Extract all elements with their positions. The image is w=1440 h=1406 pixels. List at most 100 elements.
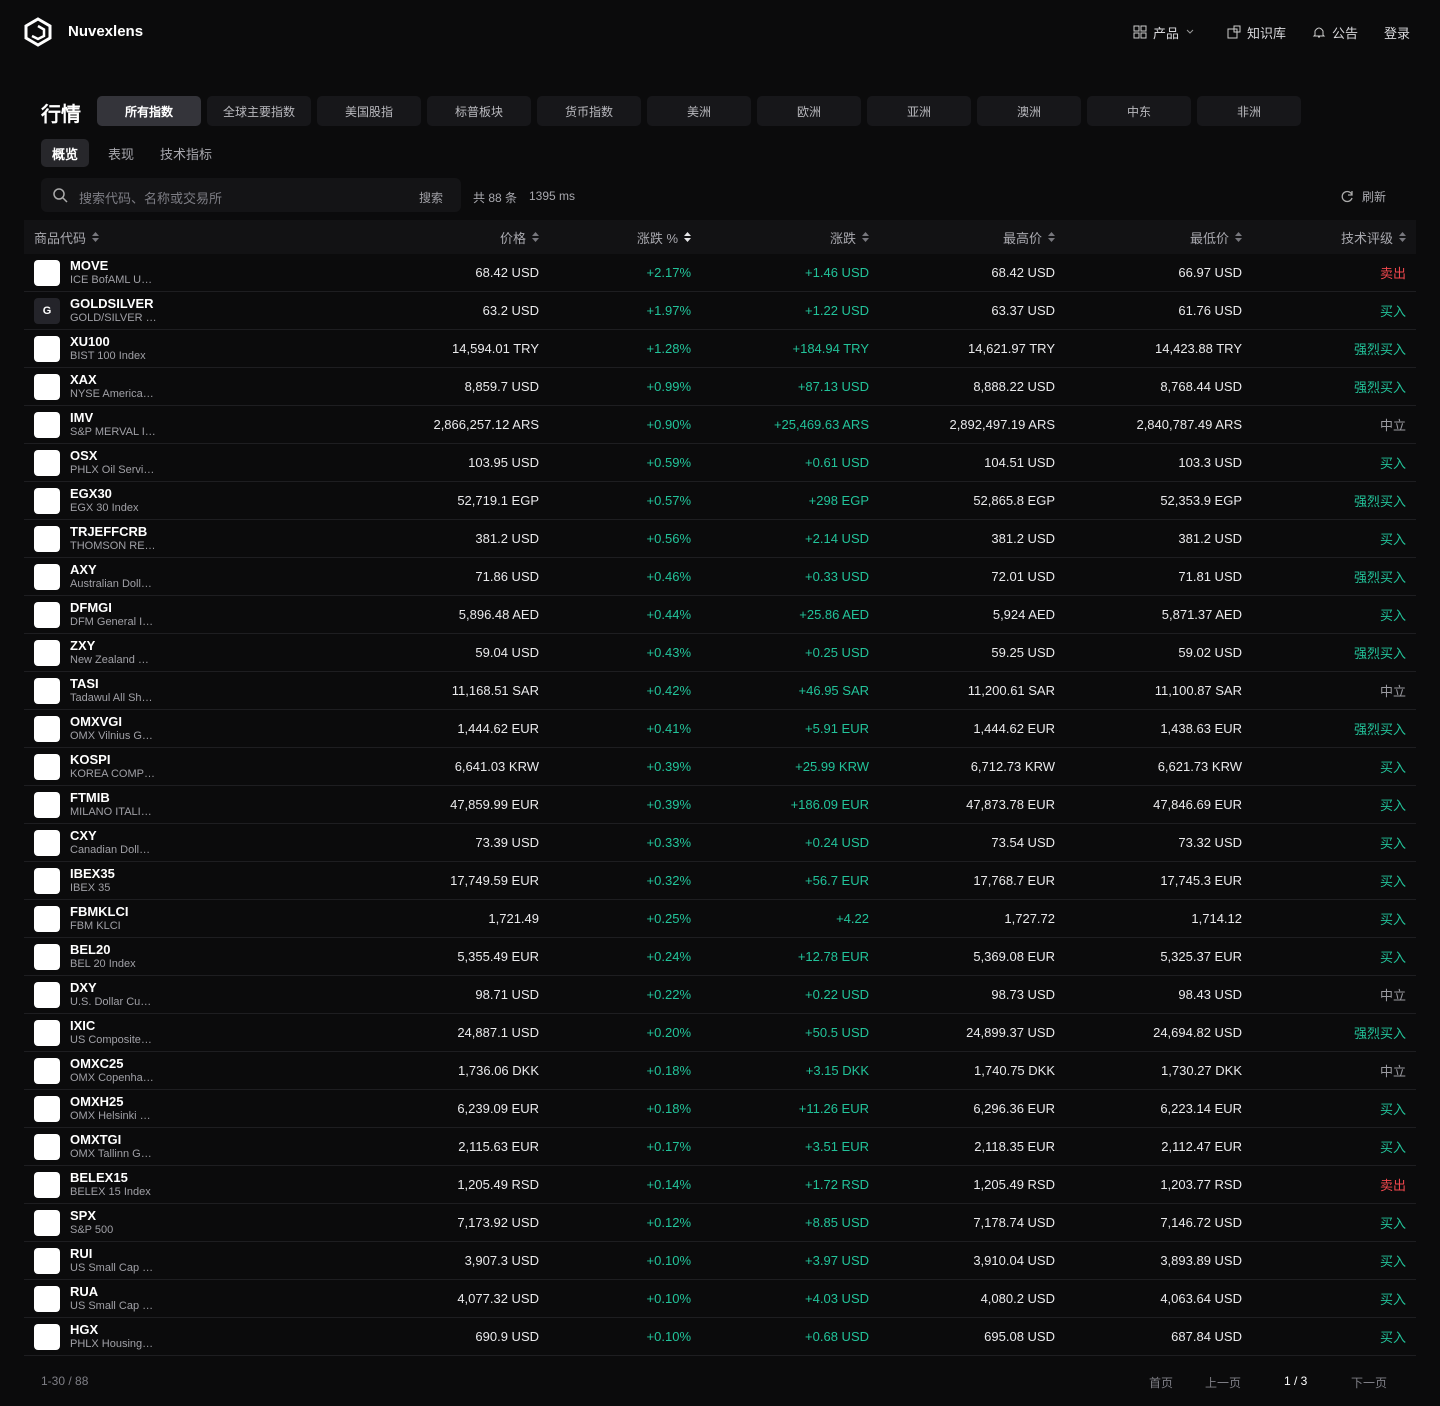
symbol-name: ICE BofAML U… <box>70 273 153 286</box>
table-row[interactable]: ZXY New Zealand … 59.04 USD +0.43% +0.25 USD… <box>24 634 1416 672</box>
symbol-cell: OSX PHLX Oil Servi… <box>24 448 324 478</box>
tab[interactable]: 非洲 <box>1197 96 1301 126</box>
low: 1,438.63 EUR <box>1160 721 1242 736</box>
column-header[interactable]: 涨跌 % <box>539 228 691 247</box>
sub-tab[interactable]: 表现 <box>108 146 135 162</box>
table-row[interactable]: TRJEFFCRB THOMSON RE… 381.2 USD +0.56% +2.14… <box>24 520 1416 558</box>
tab[interactable]: 全球主要指数 <box>207 96 311 126</box>
column-header[interactable]: 涨跌 <box>691 228 869 247</box>
symbol-code: DFMGI <box>70 599 112 615</box>
symbol-icon <box>34 943 60 970</box>
rating: 买入 <box>1379 912 1406 927</box>
symbol-icon <box>34 753 60 780</box>
table-row[interactable]: DXY U.S. Dollar Cu… 98.71 USD +0.22% +0.22 U… <box>24 976 1416 1014</box>
table-row[interactable]: AXY Australian Doll… 71.86 USD +0.46% +0.33 … <box>24 558 1416 596</box>
next-page[interactable]: 下一页 <box>1351 1376 1388 1390</box>
table-row[interactable]: XU100 BIST 100 Index 14,594.01 TRY +1.28% +1… <box>24 330 1416 368</box>
price: 103.95 USD <box>468 455 539 470</box>
refresh-button[interactable]: 刷新 <box>1341 188 1386 205</box>
rating: 强烈买入 <box>1353 646 1406 661</box>
rating: 买入 <box>1379 1254 1406 1269</box>
table-row[interactable]: TASI Tadawul All Sh… 11,168.51 SAR +0.42% +4… <box>24 672 1416 710</box>
rating: 买入 <box>1379 760 1406 775</box>
column-header[interactable]: 价格 <box>324 228 539 247</box>
table-row[interactable]: FTMIB MILANO ITALI… 47,859.99 EUR +0.39% +18… <box>24 786 1416 824</box>
table-row[interactable]: OMXC25 OMX Copenha… 1,736.06 DKK +0.18% +3.1… <box>24 1052 1416 1090</box>
table-row[interactable]: MOVE ICE BofAML U… 68.42 USD +2.17% +1.46 US… <box>24 254 1416 292</box>
table-row[interactable]: IMV S&P MERVAL I… 2,866,257.12 ARS +0.90% +2… <box>24 406 1416 444</box>
table-row[interactable]: OMXTGI OMX Tallinn G… 2,115.63 EUR +0.17% +3… <box>24 1128 1416 1166</box>
high: 24,899.37 USD <box>966 1025 1055 1040</box>
table-row[interactable]: XAX NYSE America… 8,859.7 USD +0.99% +87.13 … <box>24 368 1416 406</box>
column-header[interactable]: 最高价 <box>869 228 1055 247</box>
change-percent: +0.14% <box>646 1177 691 1192</box>
prev-page[interactable]: 上一页 <box>1205 1376 1242 1390</box>
symbol-code: HGX <box>70 1321 99 1337</box>
symbol-text: HGX PHLX Housing… <box>70 1322 153 1352</box>
column-header[interactable]: 商品代码 <box>24 228 324 247</box>
table-row[interactable]: RUI US Small Cap … 3,907.3 USD +0.10% +3.97 … <box>24 1242 1416 1280</box>
high: 1,727.72 <box>1004 911 1055 926</box>
sub-tab[interactable]: 技术指标 <box>160 146 213 162</box>
price: 690.9 USD <box>475 1329 539 1344</box>
table-row[interactable]: BELEX15 BELEX 15 Index 1,205.49 RSD +0.14% +… <box>24 1166 1416 1204</box>
change: +0.22 USD <box>805 987 869 1002</box>
symbol-code: OMXH25 <box>70 1093 124 1109</box>
table-row[interactable]: HGX PHLX Housing… 690.9 USD +0.10% +0.68 USD… <box>24 1318 1416 1356</box>
price: 73.39 USD <box>475 835 539 850</box>
brand[interactable]: Nuvexlens <box>68 23 144 40</box>
price: 8,859.7 USD <box>464 379 539 394</box>
tab[interactable]: 亚洲 <box>867 96 971 126</box>
table-row[interactable]: IXIC US Composite… 24,887.1 USD +0.20% +50.5… <box>24 1014 1416 1052</box>
tab[interactable]: 标普板块 <box>427 96 531 126</box>
nav-notice[interactable]: 公告 <box>1312 22 1358 42</box>
sub-tab[interactable]: 概览 <box>41 139 90 167</box>
symbol-code: CXY <box>70 827 97 843</box>
high: 63.37 USD <box>991 303 1055 318</box>
tab[interactable]: 中东 <box>1087 96 1191 126</box>
search-button[interactable]: 搜索 <box>419 191 444 205</box>
tab[interactable]: 澳洲 <box>977 96 1081 126</box>
tab[interactable]: 美国股指 <box>317 96 421 126</box>
symbol-text: OMXH25 OMX Helsinki … <box>70 1094 151 1124</box>
tab[interactable]: 所有指数 <box>97 96 201 126</box>
symbol-icon <box>34 981 60 1008</box>
price: 2,115.63 EUR <box>458 1139 539 1154</box>
change-percent: +1.28% <box>646 341 691 356</box>
column-header[interactable]: 技术评级 <box>1242 228 1406 247</box>
tab[interactable]: 美洲 <box>647 96 751 126</box>
nav-product[interactable]: 产品 <box>1133 22 1195 42</box>
low: 4,063.64 USD <box>1160 1291 1242 1306</box>
table-row[interactable]: G GOLDSILVER GOLD/SILVER … 63.2 USD +1.97% +1… <box>24 292 1416 330</box>
tab[interactable]: 欧洲 <box>757 96 861 126</box>
nav-login[interactable]: 登录 <box>1384 22 1410 42</box>
table-row[interactable]: KOSPI KOREA COMP… 6,641.03 KRW +0.39% +25.99… <box>24 748 1416 786</box>
change: +4.22 <box>836 911 869 926</box>
symbol-code: FBMKLCI <box>70 903 129 919</box>
table-row[interactable]: EGX30 EGX 30 Index 52,719.1 EGP +0.57% +298 … <box>24 482 1416 520</box>
table-row[interactable]: BEL20 BEL 20 Index 5,355.49 EUR +0.24% +12.7… <box>24 938 1416 976</box>
table-row[interactable]: IBEX35 IBEX 35 17,749.59 EUR +0.32% +56.7 EU… <box>24 862 1416 900</box>
table-row[interactable]: OMXVGI OMX Vilnius G… 1,444.62 EUR +0.41% +5… <box>24 710 1416 748</box>
table-row[interactable]: FBMKLCI FBM KLCI 1,721.49 +0.25% +4.22 1,727.… <box>24 900 1416 938</box>
table-row[interactable]: SPX S&P 500 7,173.92 USD +0.12% +8.85 USD 7,1… <box>24 1204 1416 1242</box>
column-header[interactable]: 最低价 <box>1055 228 1242 247</box>
change-percent: +0.10% <box>646 1291 691 1306</box>
logo[interactable] <box>24 17 52 47</box>
low: 687.84 USD <box>1171 1329 1242 1344</box>
low: 5,871.37 AED <box>1161 607 1242 622</box>
first-page[interactable]: 首页 <box>1149 1376 1174 1390</box>
table-header: 商品代码 价格 涨跌 % 涨跌 最高价 最低价 技术评级 <box>24 220 1416 254</box>
table-row[interactable]: RUA US Small Cap … 4,077.32 USD +0.10% +4.03… <box>24 1280 1416 1318</box>
table-row[interactable]: CXY Canadian Doll… 73.39 USD +0.33% +0.24 US… <box>24 824 1416 862</box>
table-row[interactable]: OMXH25 OMX Helsinki … 6,239.09 EUR +0.18% +1… <box>24 1090 1416 1128</box>
symbol-icon <box>34 259 60 286</box>
symbol-name: THOMSON RE… <box>70 539 156 552</box>
low: 103.3 USD <box>1178 455 1242 470</box>
search-box[interactable]: 搜索代码、名称或交易所 搜索 <box>41 178 461 212</box>
table-row[interactable]: OSX PHLX Oil Servi… 103.95 USD +0.59% +0.61 … <box>24 444 1416 482</box>
table-row[interactable]: DFMGI DFM General I… 5,896.48 AED +0.44% +25… <box>24 596 1416 634</box>
symbol-text: TASI Tadawul All Sh… <box>70 676 153 706</box>
nav-kb[interactable]: 知识库 <box>1227 22 1286 42</box>
tab[interactable]: 货币指数 <box>537 96 641 126</box>
